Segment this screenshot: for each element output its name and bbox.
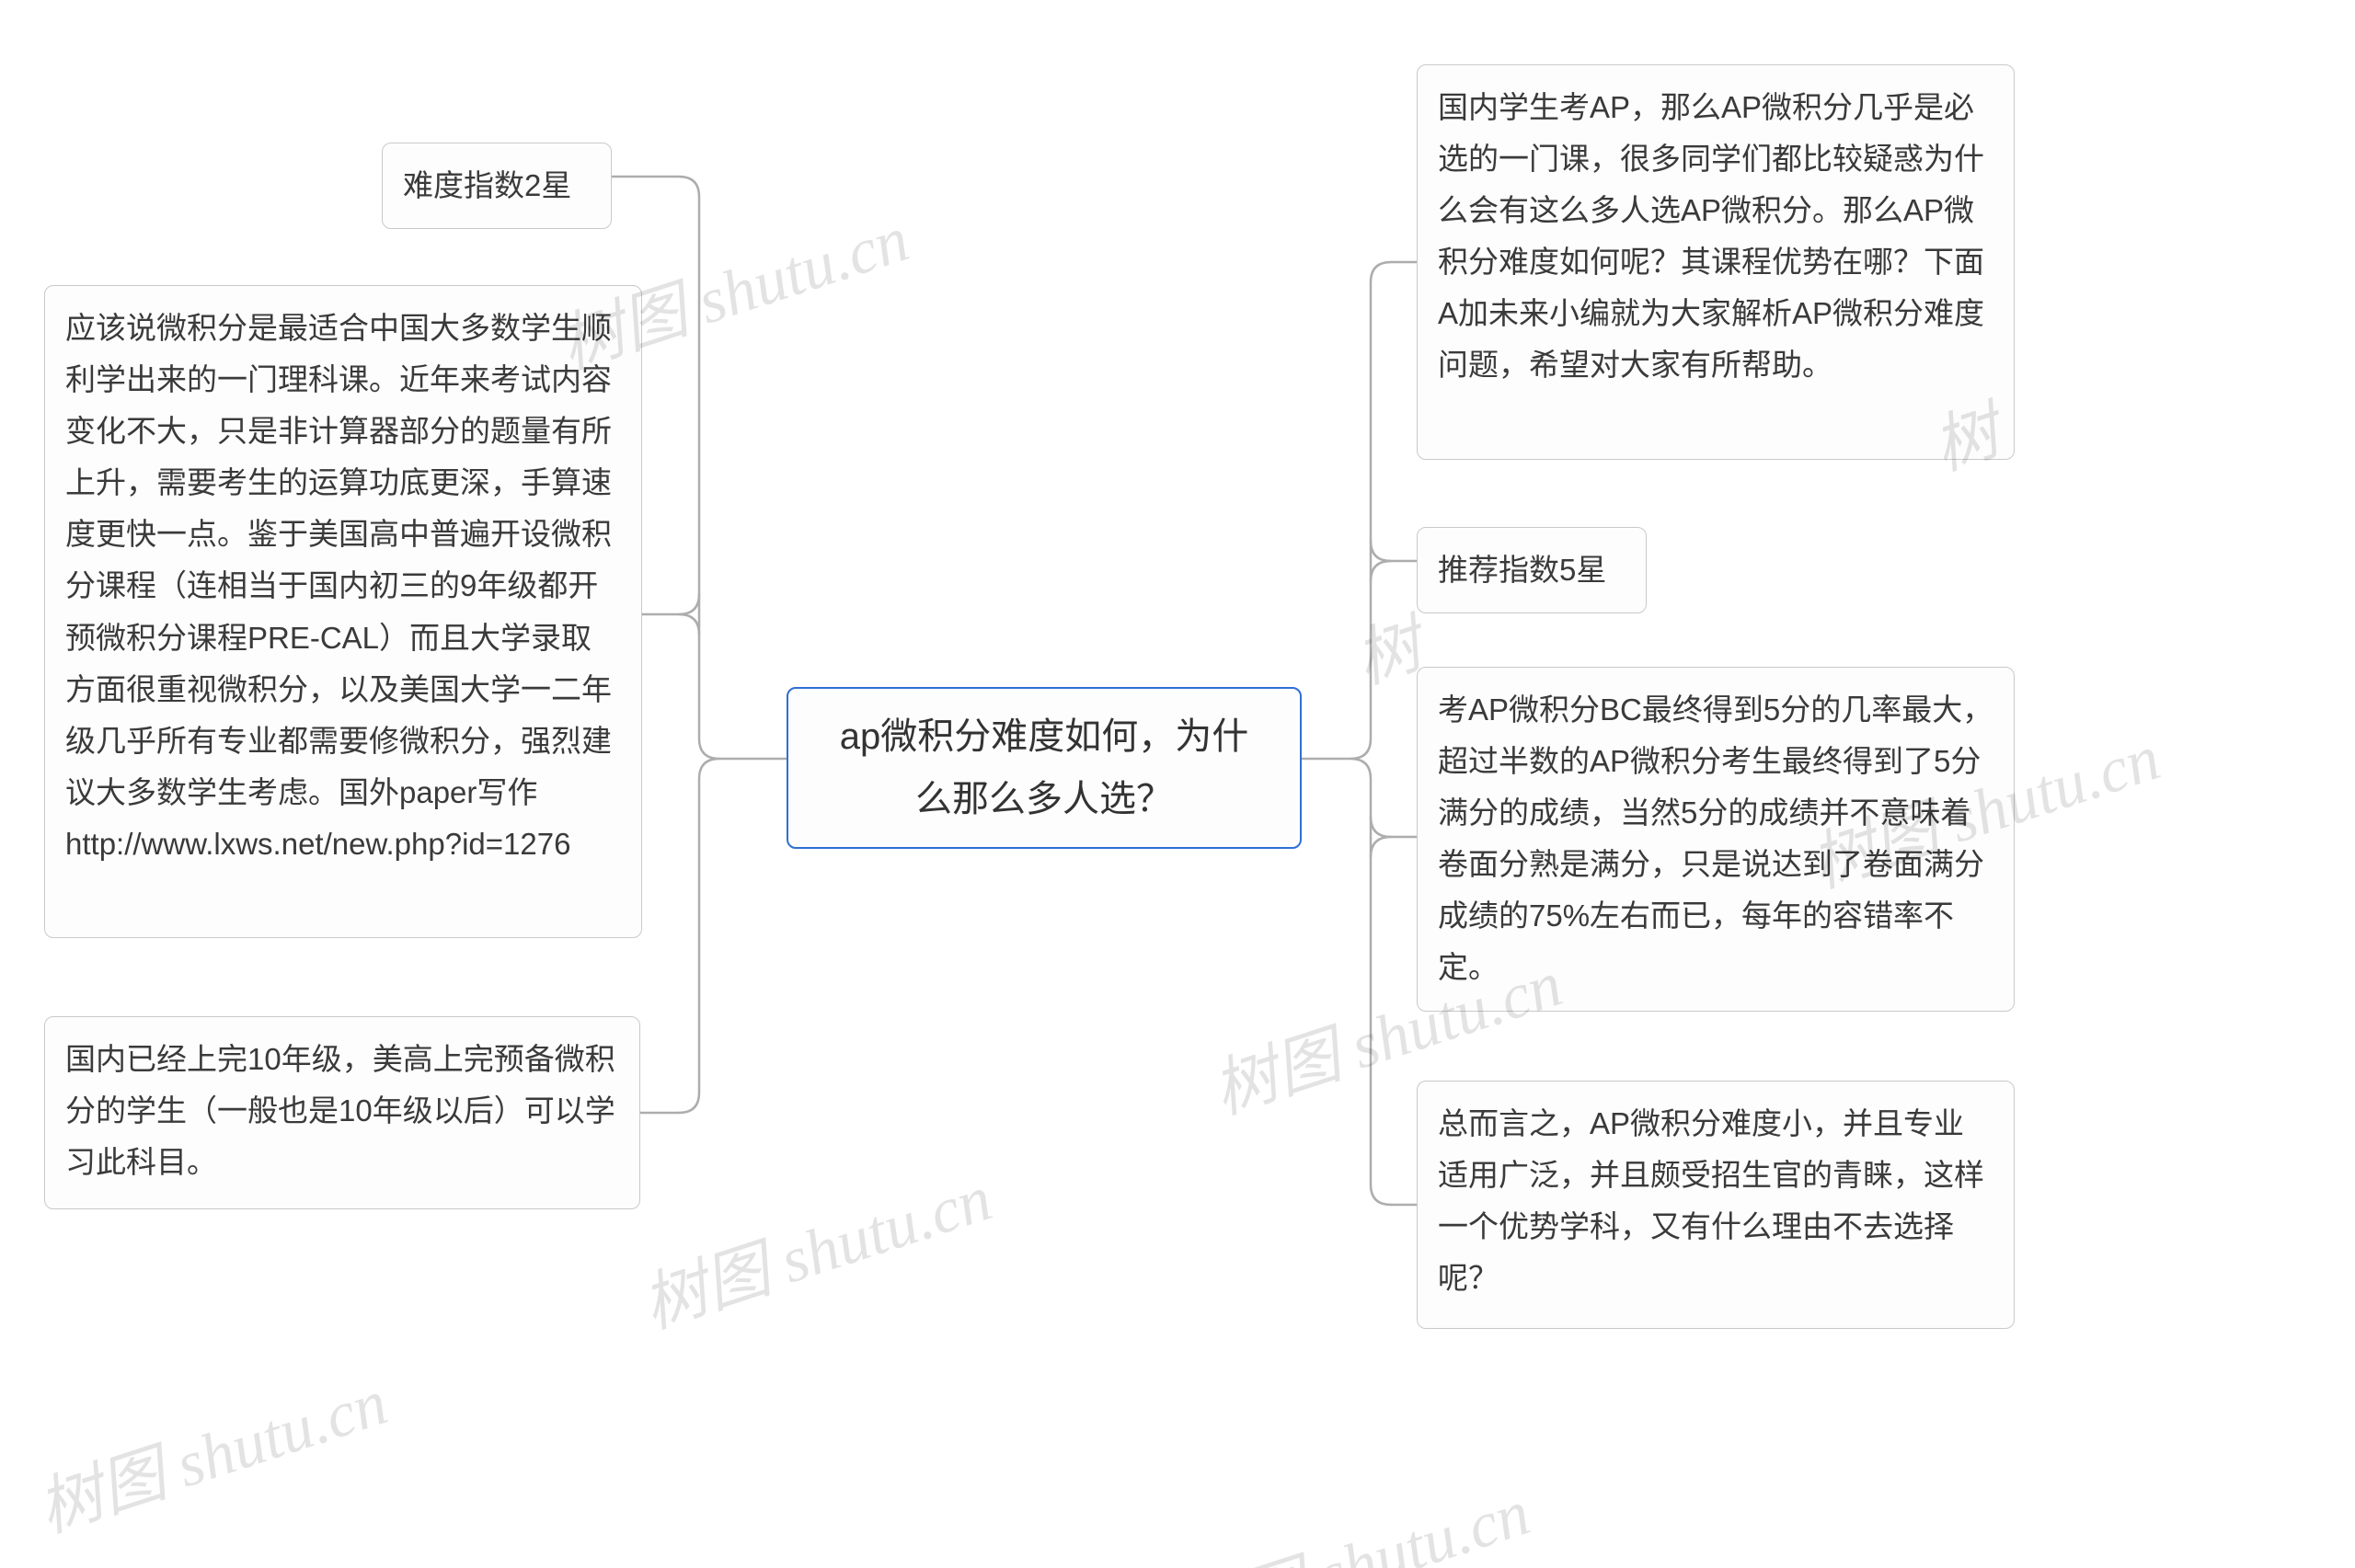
branch-node-L2: 应该说微积分是最适合中国大多数学生顺利学出来的一门理科课。近年来考试内容变化不大… [44, 285, 642, 938]
branch-node-L1: 难度指数2星 [382, 143, 612, 229]
branch-node-text: 考AP微积分BC最终得到5分的几率最大，超过半数的AP微积分考生最终得到了5分满… [1438, 692, 1993, 984]
branch-node-R3: 考AP微积分BC最终得到5分的几率最大，超过半数的AP微积分考生最终得到了5分满… [1417, 667, 2015, 1012]
watermark: 树图 shutu.cn [1167, 1461, 1540, 1568]
center-node: ap微积分难度如何，为什 么那么多人选？ [787, 687, 1302, 849]
center-node-text: ap微积分难度如何，为什 么那么多人选？ [840, 705, 1249, 830]
branch-node-text: 推荐指数5星 [1438, 553, 1606, 587]
branch-node-text: 总而言之，AP微积分难度小，并且专业适用广泛，并且颇受招生官的青睐，这样一个优势… [1438, 1106, 1984, 1295]
branch-node-R1: 国内学生考AP，那么AP微积分几乎是必选的一门课，很多同学们都比较疑惑为什么会有… [1417, 64, 2015, 460]
watermark: 树图 shutu.cn [629, 1147, 1002, 1346]
branch-node-text: 应该说微积分是最适合中国大多数学生顺利学出来的一门理科课。近年来考试内容变化不大… [65, 311, 612, 861]
branch-node-text: 国内已经上完10年级，美高上完预备微积分的学生（一般也是10年级以后）可以学习此… [65, 1042, 615, 1179]
branch-node-R4: 总而言之，AP微积分难度小，并且专业适用广泛，并且颇受招生官的青睐，这样一个优势… [1417, 1081, 2015, 1329]
watermark: 树图 shutu.cn [25, 1351, 397, 1551]
branch-node-text: 难度指数2星 [403, 168, 571, 202]
branch-node-text: 国内学生考AP，那么AP微积分几乎是必选的一门课，很多同学们都比较疑惑为什么会有… [1438, 90, 1984, 382]
branch-node-L3: 国内已经上完10年级，美高上完预备微积分的学生（一般也是10年级以后）可以学习此… [44, 1016, 640, 1209]
branch-node-R2: 推荐指数5星 [1417, 527, 1647, 613]
